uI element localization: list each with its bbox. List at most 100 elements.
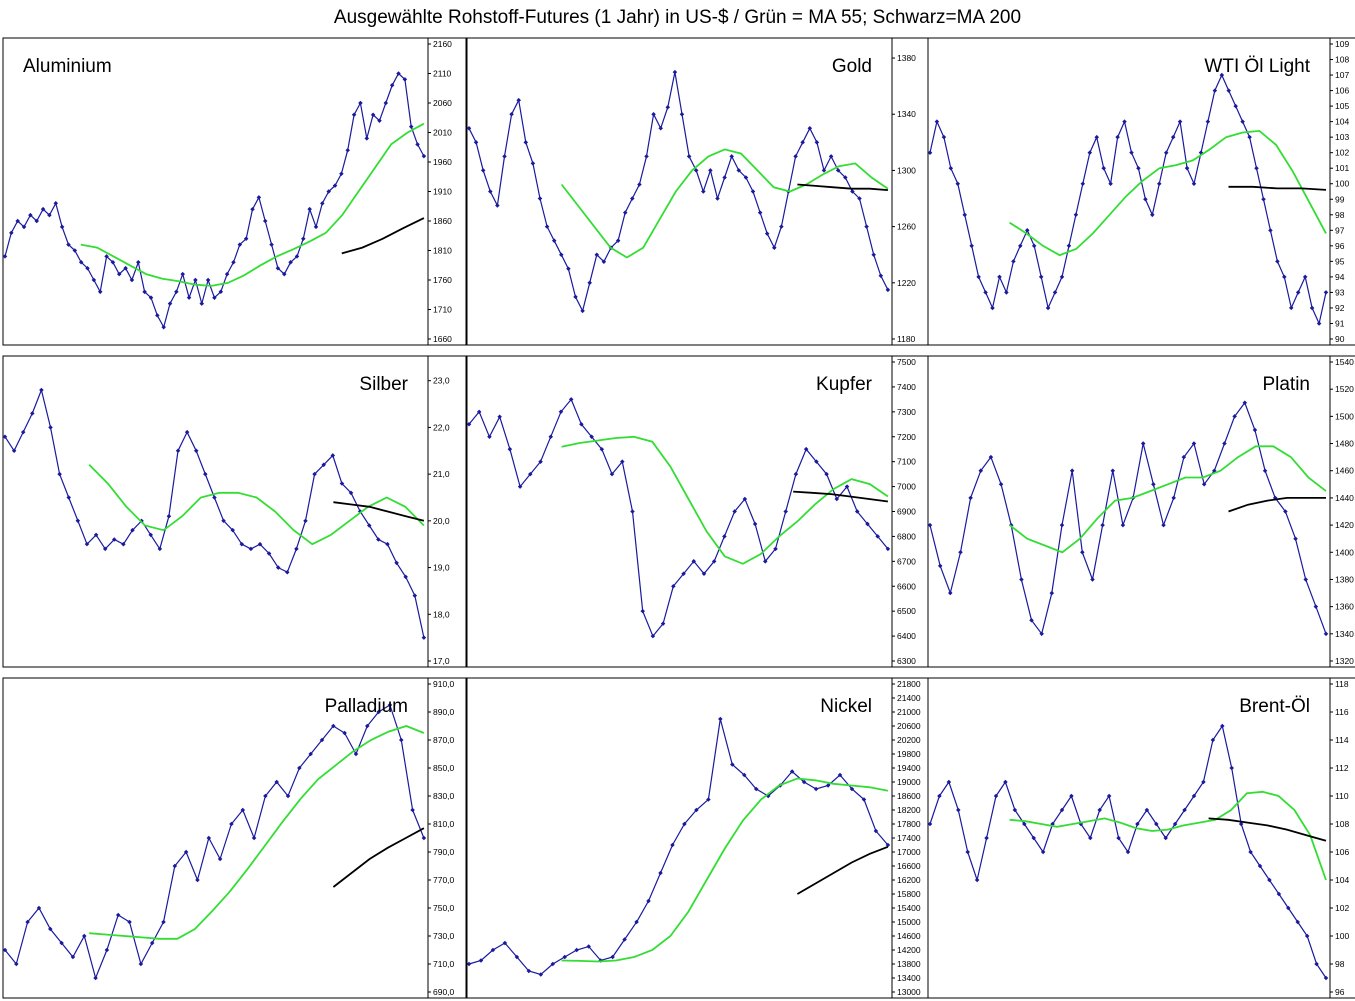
data-point xyxy=(559,252,564,257)
data-point xyxy=(718,716,723,722)
y-tick-label: 104 xyxy=(1335,117,1349,127)
data-point xyxy=(212,495,217,500)
y-tick-label: 7300 xyxy=(897,407,916,417)
data-point xyxy=(752,521,758,527)
data-point xyxy=(502,940,508,946)
data-point xyxy=(793,471,799,477)
y-tick-label: 1400 xyxy=(1335,547,1354,557)
y-tick-label: 790,0 xyxy=(433,847,455,857)
data-point xyxy=(319,737,325,743)
data-point xyxy=(1144,807,1150,813)
data-point xyxy=(993,793,999,799)
data-point xyxy=(984,835,989,841)
data-point xyxy=(978,468,984,473)
data-point xyxy=(385,541,390,547)
data-point xyxy=(658,870,663,876)
data-point xyxy=(730,762,735,767)
data-point xyxy=(331,723,336,729)
data-point xyxy=(110,260,116,265)
y-tick-label: 15800 xyxy=(897,889,921,899)
data-point xyxy=(1125,849,1131,855)
data-point xyxy=(421,635,427,640)
panel-frame xyxy=(2,355,467,668)
data-point xyxy=(558,409,564,415)
series-line-price xyxy=(468,718,889,976)
data-point xyxy=(39,387,44,393)
y-tick-label: 2010 xyxy=(433,128,452,138)
data-point xyxy=(1222,441,1227,446)
y-tick-label: 6500 xyxy=(897,606,916,616)
y-tick-label: 18600 xyxy=(897,791,921,801)
y-tick-label: 102 xyxy=(1335,148,1349,158)
y-tick-label: 1320 xyxy=(1335,656,1354,666)
data-point xyxy=(376,709,381,715)
series-line-ma55 xyxy=(1009,129,1327,257)
data-point xyxy=(97,289,103,295)
data-point xyxy=(136,260,141,265)
data-point xyxy=(1275,259,1280,264)
y-tick-label: 7400 xyxy=(897,382,916,392)
y-tick-label: 1960 xyxy=(433,157,452,167)
data-point xyxy=(1191,793,1197,799)
data-point xyxy=(948,590,953,596)
data-point xyxy=(1314,961,1319,967)
data-point xyxy=(1151,482,1156,487)
data-point xyxy=(274,779,279,785)
y-tick-label: 15400 xyxy=(897,903,921,913)
data-point xyxy=(488,189,493,194)
y-tick-label: 100 xyxy=(1335,179,1349,189)
data-point xyxy=(412,593,418,598)
data-point xyxy=(1323,975,1329,981)
data-point xyxy=(875,534,880,539)
panel-7: 13000 13400 13800 14200 14600 15000 15400 15800… xyxy=(466,677,931,999)
series-line-price xyxy=(468,398,889,638)
panel-4: 6300 6400 6500 6600 6700 6800 6900 7000 7100 7200… xyxy=(466,355,931,668)
y-tick-label: 830,0 xyxy=(433,791,455,801)
panel-2: 90 91 92 93 94 95 96 97 98 99 100 101 102 103 104 105 10… xyxy=(927,37,1355,346)
y-tick-label: 14600 xyxy=(897,931,921,941)
y-tick-label: 91 xyxy=(1335,318,1345,328)
data-point xyxy=(1090,577,1095,582)
data-point xyxy=(466,422,472,427)
data-point xyxy=(837,772,843,778)
series-line-ma55 xyxy=(80,122,425,287)
data-point xyxy=(1140,441,1146,446)
y-tick-label: 1180 xyxy=(897,334,916,344)
y-tick-label: 96 xyxy=(1335,241,1345,251)
data-point xyxy=(779,224,784,229)
data-point xyxy=(956,807,961,813)
data-point xyxy=(1304,933,1310,939)
y-tick-label: 102 xyxy=(1335,903,1349,913)
data-point xyxy=(983,290,988,295)
y-tick-label: 21,0 xyxy=(433,469,450,479)
y-tick-label: 19800 xyxy=(897,749,921,759)
data-point xyxy=(1038,274,1044,280)
y-tick-label: 1300 xyxy=(897,165,916,175)
data-point xyxy=(586,944,591,949)
plot-area xyxy=(927,677,1331,999)
panel-title: Brent-Öl xyxy=(1239,696,1310,717)
data-point xyxy=(129,277,135,283)
data-point xyxy=(998,482,1004,487)
data-point xyxy=(402,77,408,82)
data-point xyxy=(212,295,217,300)
data-point xyxy=(1049,590,1055,596)
data-point xyxy=(566,266,571,272)
series-line-ma55 xyxy=(89,725,425,940)
data-point xyxy=(1182,807,1187,813)
data-point xyxy=(681,571,686,577)
y-tick-label: 103 xyxy=(1335,132,1349,142)
y-tick-label: 1260 xyxy=(897,222,916,232)
y-tick-label: 20200 xyxy=(897,735,921,745)
data-point xyxy=(116,271,122,277)
y-tick-label: 93 xyxy=(1335,287,1345,297)
panel-frame xyxy=(927,355,1355,668)
data-point xyxy=(1229,765,1234,771)
data-point xyxy=(387,702,393,708)
data-point xyxy=(396,71,401,76)
data-point xyxy=(990,305,995,311)
y-tick-label: 16200 xyxy=(897,875,921,885)
y-tick-label: 750,0 xyxy=(433,903,455,913)
y-tick-label: 1660 xyxy=(433,334,452,344)
